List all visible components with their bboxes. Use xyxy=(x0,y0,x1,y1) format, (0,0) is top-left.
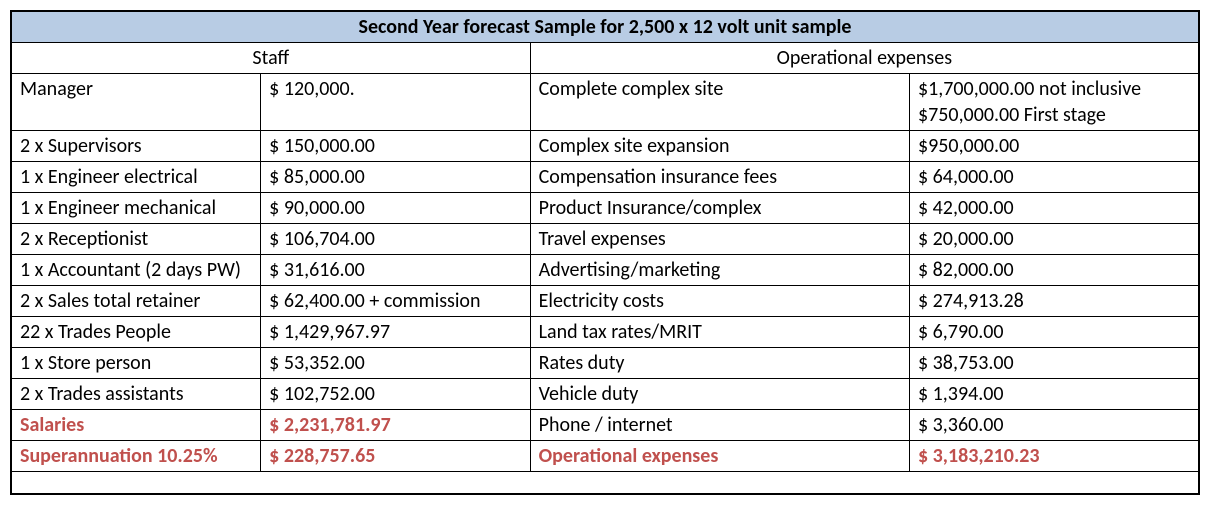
op-label: Compensation insurance fees xyxy=(530,162,909,193)
staff-label: 1 x Accountant (2 days PW) xyxy=(11,255,261,286)
op-label: Vehicle duty xyxy=(530,379,909,410)
staff-label: 2 x Receptionist xyxy=(11,224,261,255)
op-label: Rates duty xyxy=(530,348,909,379)
section-header-row: Staff Operational expenses xyxy=(11,43,1199,74)
op-label: Advertising/marketing xyxy=(530,255,909,286)
staff-value: $ 228,757.65 xyxy=(261,441,530,472)
staff-value: $ 150,000.00 xyxy=(261,131,530,162)
staff-label: Manager xyxy=(11,74,261,131)
staff-value: $ 90,000.00 xyxy=(261,193,530,224)
staff-label: Superannuation 10.25% xyxy=(11,441,261,472)
op-value: $950,000.00 xyxy=(910,131,1199,162)
op-label: Electricity costs xyxy=(530,286,909,317)
op-value: $ 82,000.00 xyxy=(910,255,1199,286)
staff-value: $ 53,352.00 xyxy=(261,348,530,379)
op-label: Land tax rates/MRIT xyxy=(530,317,909,348)
op-value: $ 20,000.00 xyxy=(910,224,1199,255)
op-label: Complete complex site xyxy=(530,74,909,131)
op-value: $ 3,360.00 xyxy=(910,410,1199,441)
table-row: 2 x Supervisors$ 150,000.00Complex site … xyxy=(11,131,1199,162)
table-row: 2 x Receptionist$ 106,704.00Travel expen… xyxy=(11,224,1199,255)
staff-value: $ 62,400.00 + commission xyxy=(261,286,530,317)
empty-row xyxy=(11,472,1199,494)
staff-label: 1 x Store person xyxy=(11,348,261,379)
op-value: $1,700,000.00 not inclusive $750,000.00 … xyxy=(910,74,1199,131)
table-row: 1 x Engineer mechanical$ 90,000.00Produc… xyxy=(11,193,1199,224)
op-label: Product Insurance/complex xyxy=(530,193,909,224)
staff-value: $ 106,704.00 xyxy=(261,224,530,255)
staff-value: $ 120,000. xyxy=(261,74,530,131)
staff-value: $ 2,231,781.97 xyxy=(261,410,530,441)
staff-header: Staff xyxy=(11,43,530,74)
forecast-table: Second Year forecast Sample for 2,500 x … xyxy=(10,10,1200,495)
staff-label: 2 x Trades assistants xyxy=(11,379,261,410)
op-value: $ 6,790.00 xyxy=(910,317,1199,348)
table-row: 2 x Sales total retainer$ 62,400.00 + co… xyxy=(11,286,1199,317)
op-label: Phone / internet xyxy=(530,410,909,441)
op-label: Operational expenses xyxy=(530,441,909,472)
staff-label: Salaries xyxy=(11,410,261,441)
table-row: 1 x Store person$ 53,352.00Rates duty$ 3… xyxy=(11,348,1199,379)
op-value: $ 3,183,210.23 xyxy=(910,441,1199,472)
staff-label: 2 x Sales total retainer xyxy=(11,286,261,317)
op-value: $ 38,753.00 xyxy=(910,348,1199,379)
table-row: 22 x Trades People$ 1,429,967.97Land tax… xyxy=(11,317,1199,348)
table-row: Superannuation 10.25%$ 228,757.65Operati… xyxy=(11,441,1199,472)
staff-label: 1 x Engineer mechanical xyxy=(11,193,261,224)
op-value: $ 1,394.00 xyxy=(910,379,1199,410)
table-title: Second Year forecast Sample for 2,500 x … xyxy=(11,11,1199,43)
staff-value: $ 102,752.00 xyxy=(261,379,530,410)
staff-value: $ 31,616.00 xyxy=(261,255,530,286)
title-row: Second Year forecast Sample for 2,500 x … xyxy=(11,11,1199,43)
staff-label: 1 x Engineer electrical xyxy=(11,162,261,193)
op-value: $ 64,000.00 xyxy=(910,162,1199,193)
table-row: 1 x Accountant (2 days PW)$ 31,616.00Adv… xyxy=(11,255,1199,286)
staff-label: 2 x Supervisors xyxy=(11,131,261,162)
staff-label: 22 x Trades People xyxy=(11,317,261,348)
staff-value: $ 1,429,967.97 xyxy=(261,317,530,348)
data-rows: Manager$ 120,000.Complete complex site$1… xyxy=(11,74,1199,472)
opex-header: Operational expenses xyxy=(530,43,1199,74)
table-row: Salaries$ 2,231,781.97Phone / internet$ … xyxy=(11,410,1199,441)
table-row: Manager$ 120,000.Complete complex site$1… xyxy=(11,74,1199,131)
table-row: 2 x Trades assistants$ 102,752.00Vehicle… xyxy=(11,379,1199,410)
staff-value: $ 85,000.00 xyxy=(261,162,530,193)
op-value: $ 274,913.28 xyxy=(910,286,1199,317)
table-row: 1 x Engineer electrical$ 85,000.00Compen… xyxy=(11,162,1199,193)
op-value: $ 42,000.00 xyxy=(910,193,1199,224)
op-label: Complex site expansion xyxy=(530,131,909,162)
op-label: Travel expenses xyxy=(530,224,909,255)
